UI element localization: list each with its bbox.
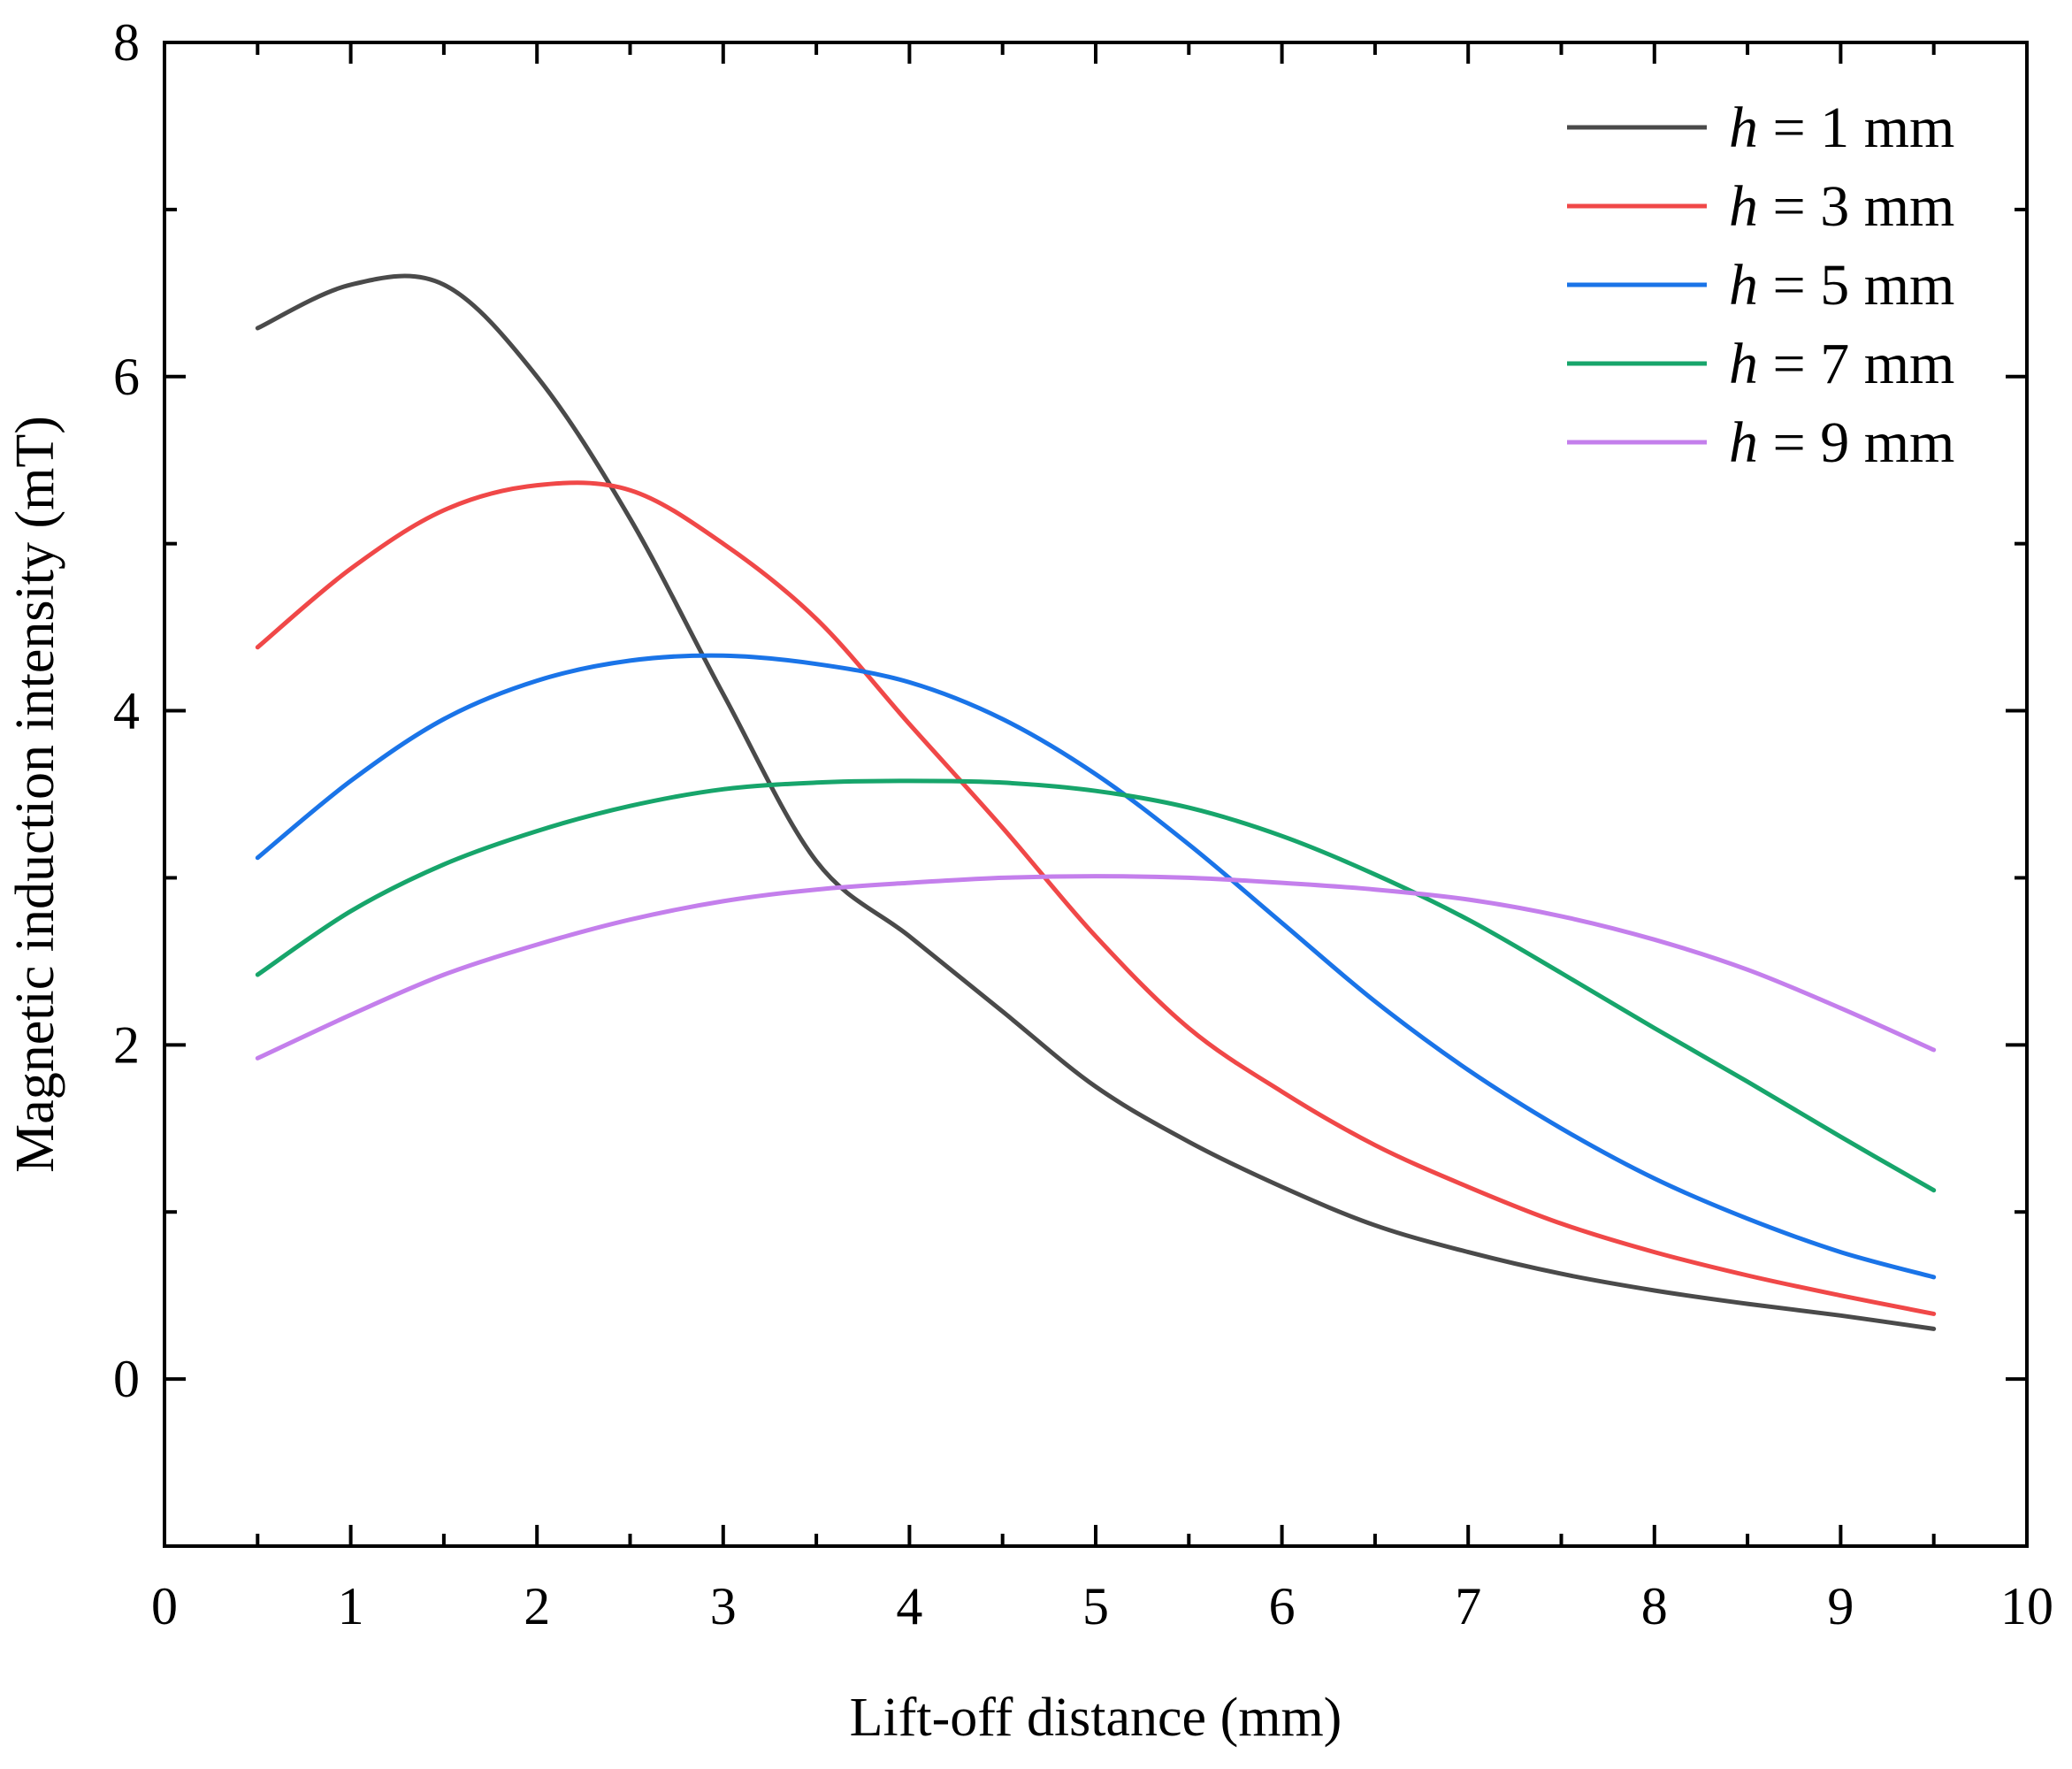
x-tick-label: 0	[151, 1577, 178, 1635]
legend-label: h = 7 mm	[1729, 332, 1954, 396]
y-tick-label: 4	[113, 682, 140, 740]
legend: h = 1 mm h = 3 mm h = 5 mm h = 7 mm h = 9 mm	[1567, 96, 1954, 475]
x-tick-label: 2	[524, 1577, 550, 1635]
x-tick-label: 5	[1082, 1577, 1109, 1635]
series-line-5	[255, 874, 1937, 1061]
series-line-4	[255, 778, 1937, 1193]
tick-marks	[163, 41, 2029, 1548]
x-axis-title: Lift-off distance (mm)	[850, 1688, 1342, 1748]
x-tick-label: 7	[1455, 1577, 1481, 1635]
y-axis-title: Magnetic induction intensity (mT)	[5, 416, 65, 1173]
legend-label: h = 5 mm	[1729, 253, 1954, 318]
x-tick-label: 1	[338, 1577, 364, 1635]
x-tick-label: 9	[1827, 1577, 1854, 1635]
series-line-3	[255, 653, 1937, 1280]
x-tick-label: 3	[710, 1577, 737, 1635]
x-tick-label: 10	[2000, 1577, 2053, 1635]
x-tick-label: 4	[896, 1577, 922, 1635]
y-tick-label: 6	[113, 348, 140, 406]
x-tick-label: 8	[1641, 1577, 1668, 1635]
x-tick-label: 6	[1269, 1577, 1296, 1635]
legend-label: h = 3 mm	[1729, 174, 1954, 239]
y-tick-label: 2	[113, 1015, 140, 1074]
legend-label: h = 9 mm	[1729, 410, 1954, 475]
legend-label: h = 1 mm	[1729, 96, 1954, 160]
series-line-1	[255, 273, 1937, 1331]
y-tick-label: 8	[113, 13, 140, 72]
series-lines	[255, 273, 1937, 1331]
y-tick-label: 0	[113, 1350, 140, 1408]
tick-labels: 0 1 2 3 4 5 6 7 8 9 10 0 2 4 6 8	[113, 13, 2053, 1635]
series-line-2	[255, 480, 1937, 1316]
